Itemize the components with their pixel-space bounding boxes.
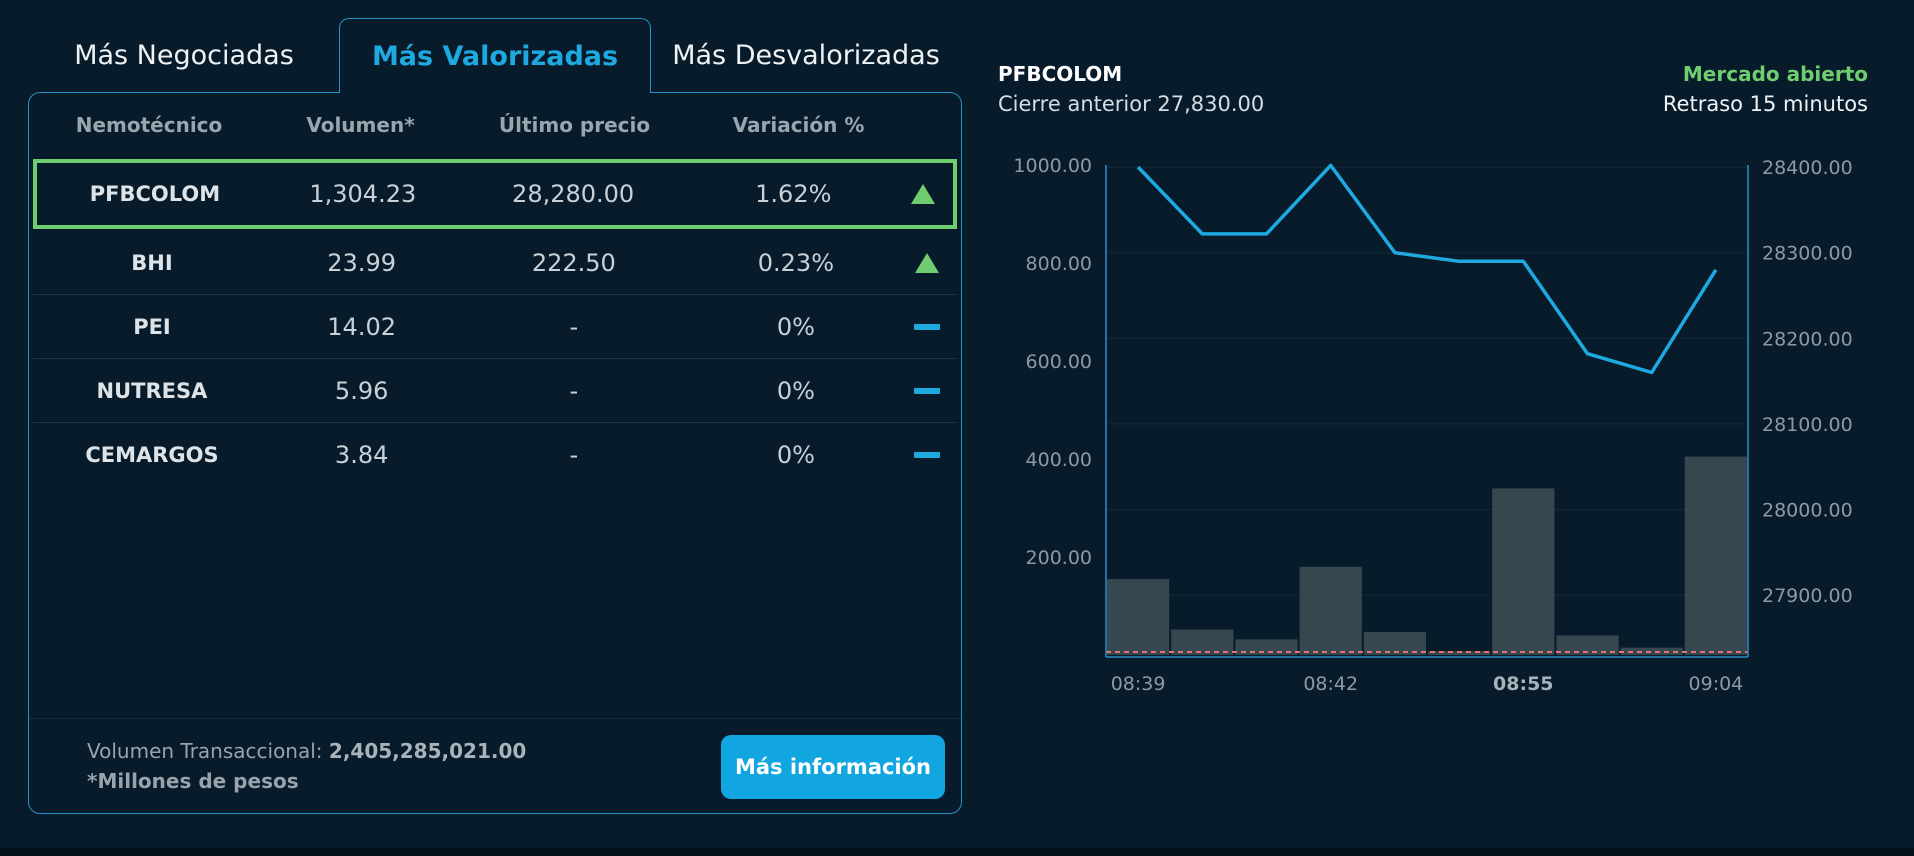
volume-bar (1620, 647, 1683, 655)
volume-tick-label: 400.00 (1026, 449, 1092, 471)
row-volume: 14.02 (327, 312, 396, 341)
tab-mas-valorizadas[interactable]: Más Valorizadas (339, 18, 651, 93)
trend-up-icon (911, 184, 936, 204)
table-header: Nemotécnico Volumen* Último precio Varia… (29, 93, 961, 157)
row-change: 0.23% (757, 248, 834, 277)
volume-tick-label: 800.00 (1026, 253, 1092, 275)
quote-symbol: PFBCOLOM (998, 62, 1123, 86)
row-symbol: NUTRESA (96, 378, 208, 403)
header-last-price[interactable]: Último precio (498, 113, 651, 137)
volume-bar (1299, 566, 1362, 655)
left-axis: 200.00 400.00 600.00 800.00 1000.00 (1013, 155, 1107, 657)
header-change[interactable]: Variación % (732, 113, 865, 137)
price-volume-chart: 200.00 400.00 600.00 800.00 1000.00 27900.00… (1013, 155, 1853, 695)
price-tick-label: 27900.00 (1762, 585, 1853, 607)
table-row[interactable]: BHI 23.99 222.50 0.23% (33, 231, 957, 295)
row-price: - (569, 312, 579, 341)
active-tab-connector (340, 91, 650, 94)
right-axis: 27900.00 28000.00 28100.00 28200.00 28300.00… (1747, 157, 1853, 657)
table-row[interactable]: PFBCOLOM 1,304.23 28,280.00 1.62% (33, 159, 957, 229)
trend-flat-icon (913, 452, 940, 458)
footer-divider (29, 718, 961, 719)
price-line-group (1136, 163, 1718, 375)
time-tick-label: 09:04 (1689, 673, 1744, 695)
row-symbol: CEMARGOS (85, 443, 219, 467)
previous-close: Cierre anterior 27,830.00 (998, 92, 1265, 116)
volume-bars (1106, 456, 1748, 655)
units-note: *Millones de pesos (87, 769, 299, 793)
row-change: 0% (776, 441, 815, 469)
row-change: 1.62% (755, 180, 832, 208)
price-line (1136, 163, 1718, 375)
volume-bar (1492, 488, 1555, 655)
trend-flat-icon (913, 387, 940, 394)
chart-grid (1106, 166, 1748, 596)
table-row[interactable]: NUTRESA 5.96 - 0% (33, 359, 957, 423)
tab-mas-negociadas[interactable]: Más Negociadas (74, 39, 294, 71)
volume-bar (1684, 456, 1747, 655)
row-symbol: PFBCOLOM (89, 182, 221, 206)
trend-up-icon (914, 252, 939, 273)
trend-flat-icon (913, 323, 940, 330)
bottom-strip (0, 848, 1914, 856)
row-symbol: BHI (131, 250, 173, 275)
volume-tick-label: 1000.00 (1013, 155, 1092, 177)
transaction-volume-label: Volumen Transaccional: (87, 739, 329, 763)
transaction-volume: Volumen Transaccional: 2,405,285,021.00 (87, 739, 526, 763)
header-symbol[interactable]: Nemotécnico (75, 113, 223, 137)
x-axis: 08:39 08:42 08:55 09:04 (1106, 656, 1748, 695)
more-info-button[interactable]: Más información (721, 735, 945, 799)
volume-bar (1428, 651, 1491, 655)
volume-bar (1171, 629, 1234, 655)
transaction-volume-value: 2,405,285,021.00 (328, 739, 527, 763)
row-volume: 23.99 (327, 248, 396, 277)
row-price: - (569, 376, 579, 405)
price-tick-label: 28400.00 (1762, 157, 1853, 179)
header-volume[interactable]: Volumen* (306, 113, 415, 137)
delay-notice: Retraso 15 minutos (1662, 92, 1868, 116)
table-row[interactable]: PEI 14.02 - 0% (33, 295, 957, 359)
row-price: - (569, 441, 579, 469)
row-volume: 1,304.23 (309, 180, 417, 208)
price-tick-label: 28000.00 (1762, 499, 1853, 521)
volume-bar (1556, 635, 1619, 655)
row-change: 0% (776, 312, 815, 341)
row-price: 28,280.00 (512, 180, 635, 208)
volume-tick-label: 200.00 (1026, 547, 1092, 569)
row-volume: 5.96 (334, 376, 389, 405)
price-tick-label: 28300.00 (1762, 243, 1853, 265)
stocks-panel: Nemotécnico Volumen* Último precio Varia… (28, 92, 962, 814)
volume-bar (1363, 631, 1426, 655)
tab-mas-desvalorizadas[interactable]: Más Desvalorizadas (672, 39, 940, 71)
price-tick-label: 28200.00 (1762, 328, 1853, 350)
time-tick-label: 08:39 (1111, 673, 1166, 695)
row-symbol: PEI (133, 314, 171, 339)
row-price: 222.50 (531, 248, 616, 277)
volume-tick-label: 600.00 (1026, 351, 1092, 373)
table-row[interactable]: CEMARGOS 3.84 - 0% (33, 423, 957, 487)
row-change: 0% (776, 376, 815, 405)
time-tick-label: 08:55 (1493, 673, 1553, 695)
time-tick-label: 08:42 (1303, 673, 1358, 695)
row-volume: 3.84 (334, 441, 389, 469)
market-status: Mercado abierto (1682, 62, 1868, 86)
volume-bar (1107, 579, 1170, 655)
price-tick-label: 28100.00 (1762, 414, 1853, 436)
